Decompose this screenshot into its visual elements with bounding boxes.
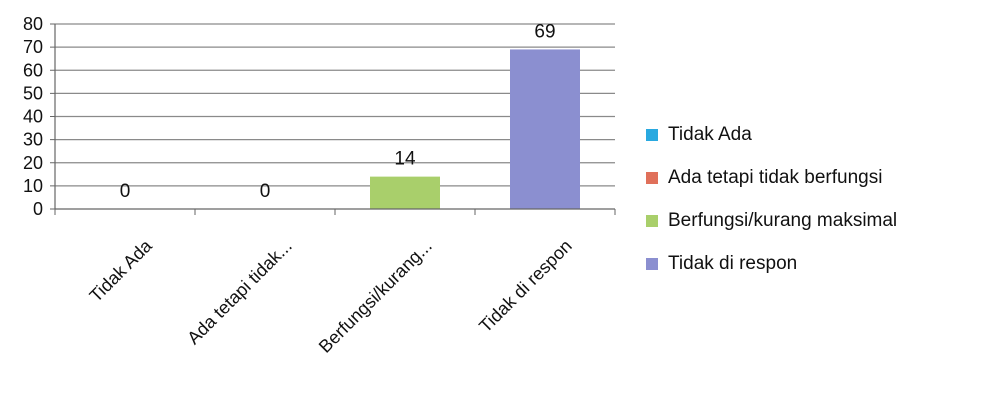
x-category-label: Ada tetapi tidak... [183,236,295,348]
data-label: 0 [260,181,271,202]
gridlines [55,23,615,187]
legend-item-berfungsi-kurang-maksimal: Berfungsi/kurang maksimal [646,206,897,236]
bar-3 [370,176,440,209]
y-tick-label: 70 [23,37,43,57]
legend-label: Berfungsi/kurang maksimal [668,210,898,231]
legend-swatch [646,215,658,227]
y-tick-label: 20 [23,153,43,173]
y-tick-label: 0 [33,199,43,219]
y-tick-label: 80 [23,14,43,34]
legend-swatch [646,129,658,141]
y-tick-label: 60 [23,60,43,80]
data-label: 0 [120,181,131,202]
y-tick-label: 10 [23,176,43,196]
legend: Tidak Ada Ada tetapi tidak berfungsi Ber… [646,120,897,292]
bars [370,49,580,209]
data-labels: 0 0 14 69 [120,21,556,202]
x-category-label: Tidak Ada [86,235,157,306]
legend-label: Tidak Ada [668,124,752,145]
legend-item-ada-tetapi-tidak-berfungsi: Ada tetapi tidak berfungsi [646,163,897,193]
axes [54,24,616,215]
legend-swatch [646,172,658,184]
legend-item-tidak-di-respon: Tidak di respon [646,249,897,279]
y-tick-label: 40 [23,107,43,127]
data-label: 14 [394,149,416,170]
x-axis-categories: Tidak Ada Ada tetapi tidak... Berfungsi/ku… [86,235,576,357]
data-label: 69 [534,21,555,42]
legend-swatch [646,258,658,270]
bar-4 [510,49,580,209]
x-category-label: Berfungsi/kurang... [315,236,436,357]
x-category-label: Tidak di respon [475,236,576,337]
legend-label: Ada tetapi tidak berfungsi [668,167,883,188]
y-tick-label: 50 [23,83,43,103]
legend-label: Tidak di respon [668,253,798,274]
y-tick-label: 30 [23,130,43,150]
y-axis-ticks: 0 10 20 30 40 50 60 70 80 [23,14,55,219]
legend-item-tidak-ada: Tidak Ada [646,120,897,150]
